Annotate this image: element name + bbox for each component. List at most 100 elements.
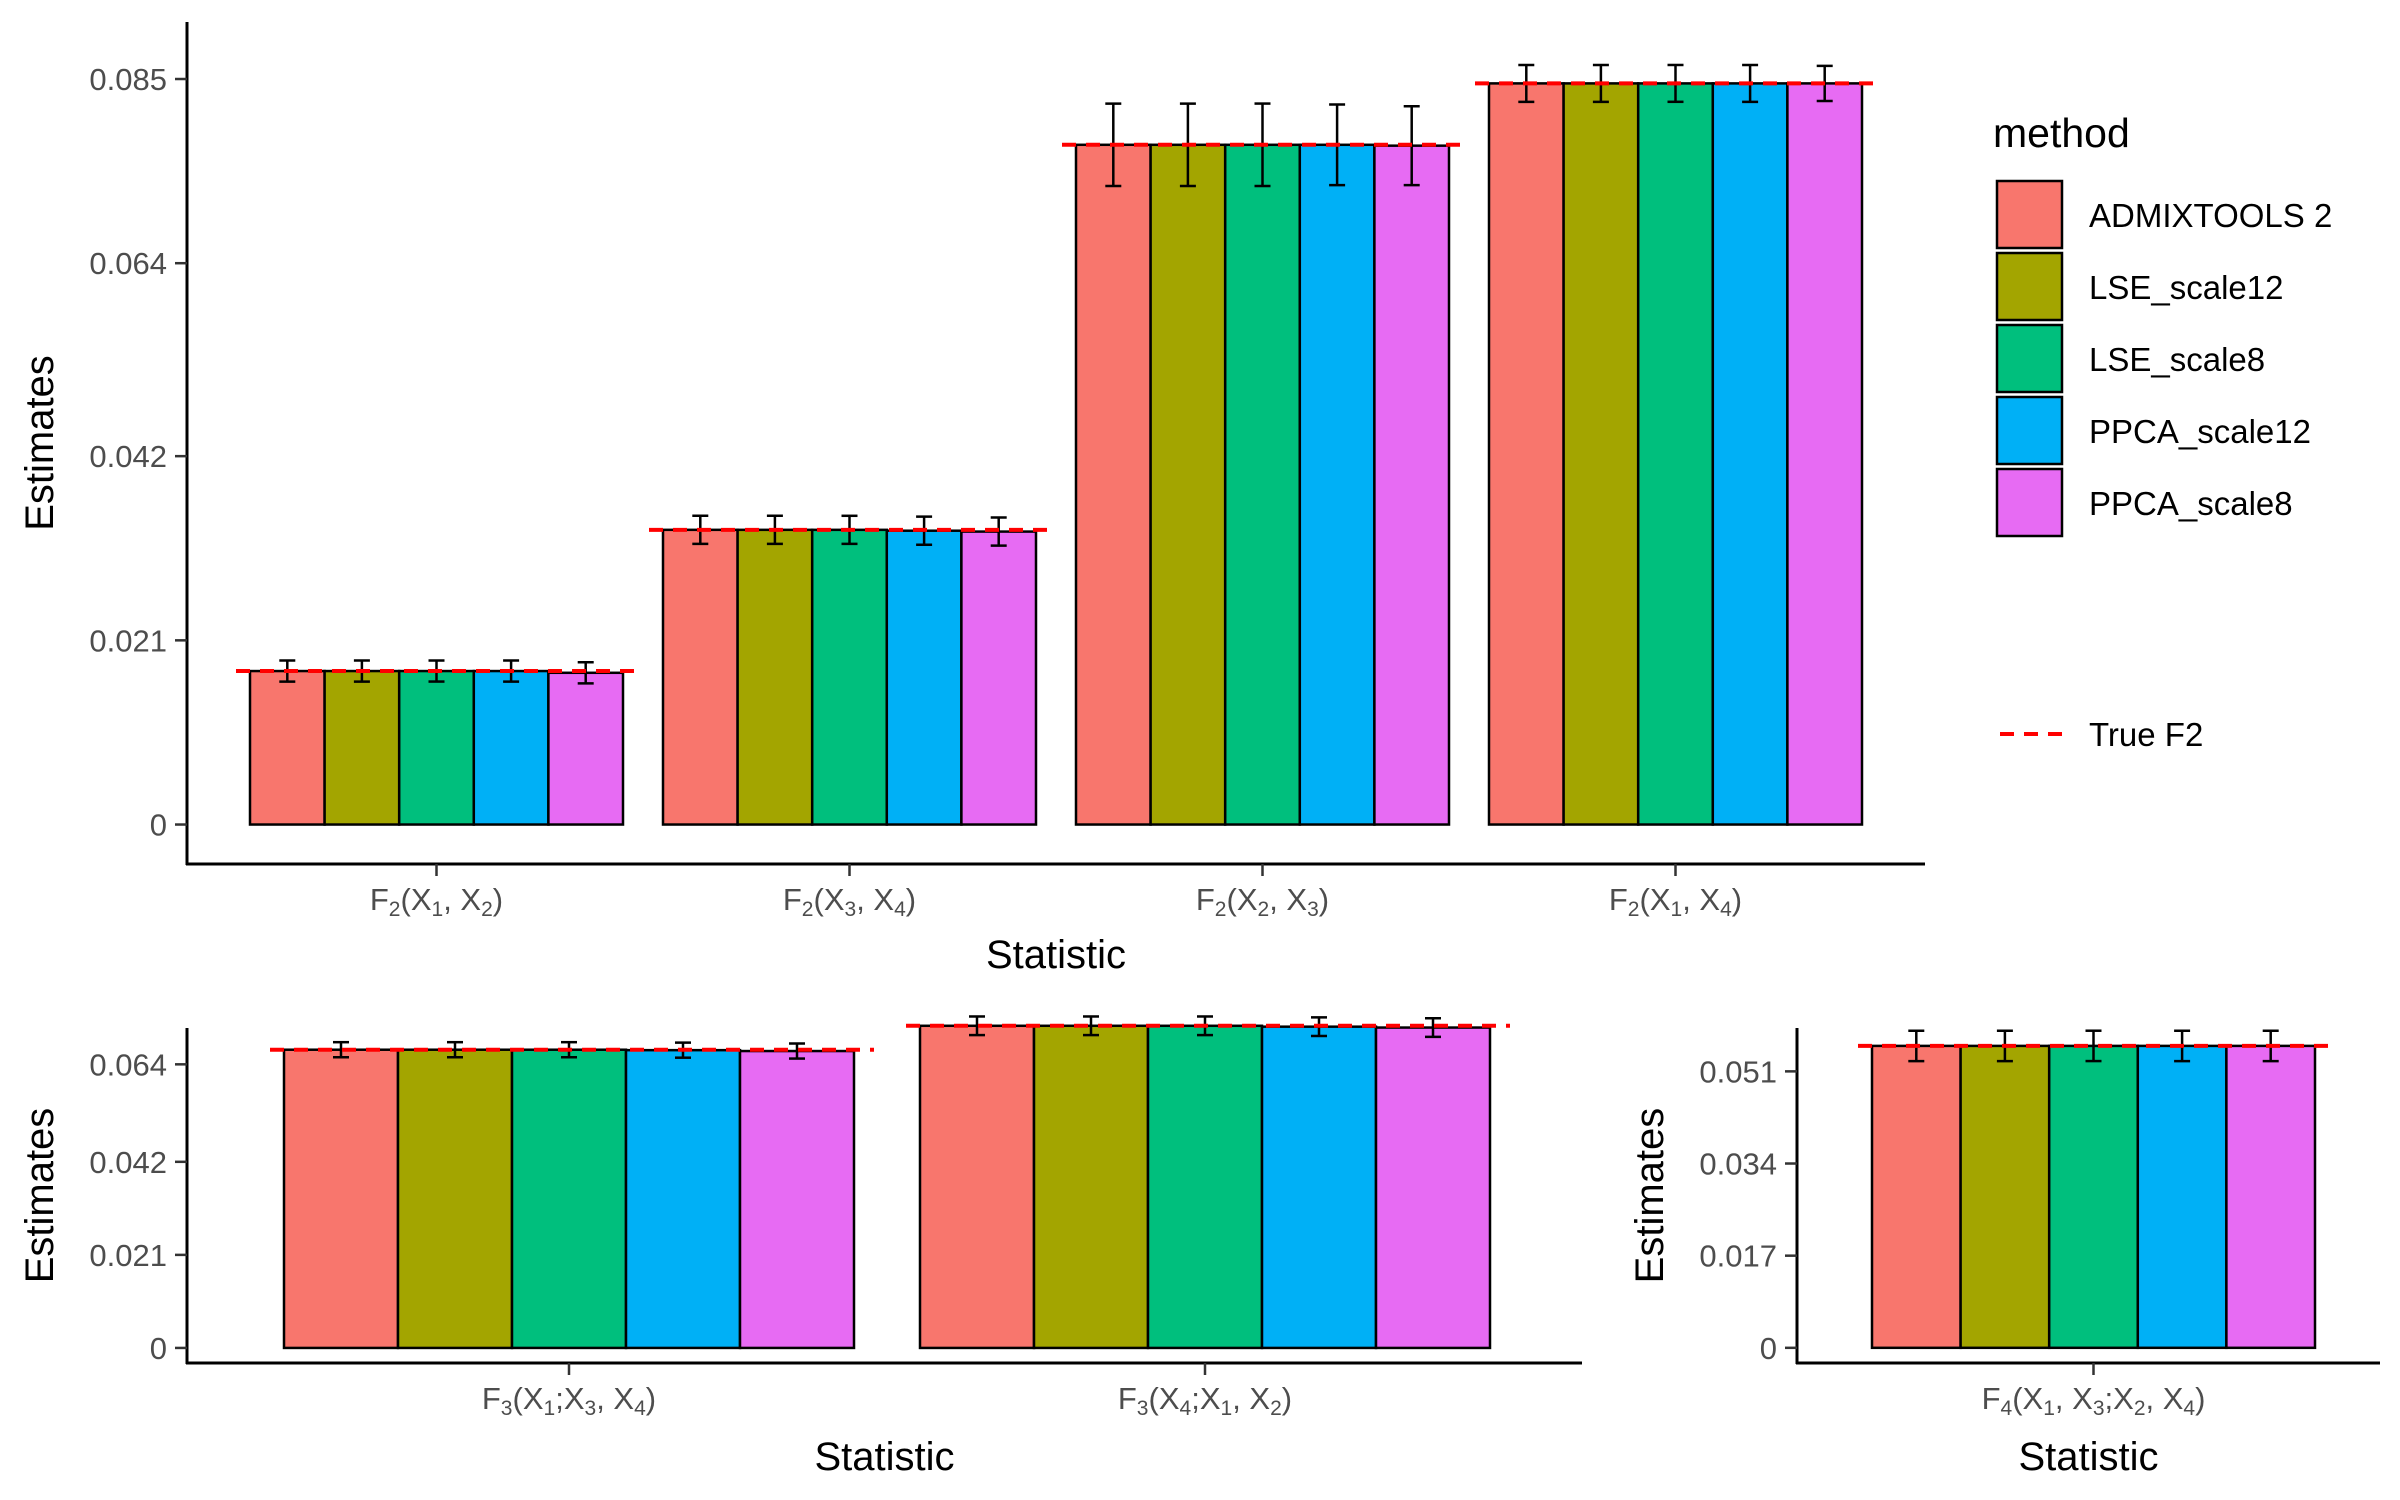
bar	[885, 529, 963, 826]
x-axis-title: Statistic	[2018, 1435, 2158, 1479]
bar	[661, 528, 739, 826]
bar	[2136, 1044, 2228, 1350]
x-tick-text: (	[1639, 882, 1650, 917]
bar	[736, 528, 814, 826]
legend-label: LSE_scale12	[2089, 269, 2283, 306]
x-tick-text: X	[523, 1381, 544, 1416]
x-tick-subscript: 4	[1720, 898, 1732, 921]
x-tick-label: F3(X1;X3, X4)	[482, 1381, 656, 1420]
bar	[1711, 82, 1789, 826]
bar	[2225, 1044, 2317, 1350]
x-tick-text: ,	[2055, 1381, 2072, 1416]
x-tick-text: X	[2113, 1381, 2134, 1416]
y-tick-label: 0.017	[1699, 1239, 1777, 1274]
y-axis-title: Estimates	[18, 355, 62, 531]
y-axis-title: Estimates	[1628, 1108, 1672, 1284]
x-tick-text: F	[1118, 1381, 1137, 1416]
bar	[323, 669, 401, 826]
bar	[960, 530, 1038, 826]
bar	[738, 1049, 856, 1350]
bar	[1786, 82, 1864, 826]
bar	[624, 1048, 742, 1350]
legend-label: PPCA_scale12	[2089, 413, 2311, 450]
x-tick-text: F	[482, 1381, 501, 1416]
x-tick-subscript: 1	[2043, 1397, 2055, 1420]
x-tick-text: F	[1609, 882, 1628, 917]
x-tick-text: X	[613, 1381, 634, 1416]
bar	[1959, 1044, 2051, 1350]
x-tick-label: F2(X3, X4)	[783, 882, 916, 921]
x-tick-text: F	[1196, 882, 1215, 917]
x-tick-text: (	[400, 882, 411, 917]
x-tick-subscript: 4	[2001, 1397, 2013, 1420]
bar	[918, 1024, 1036, 1350]
x-tick-subscript: 4	[894, 898, 906, 921]
bar	[1149, 143, 1227, 826]
y-tick-label: 0.085	[89, 62, 167, 97]
bar	[2047, 1044, 2140, 1350]
x-tick-subscript: 4	[2183, 1397, 2195, 1420]
y-tick-label: 0.064	[89, 1047, 167, 1082]
bar	[282, 1048, 400, 1350]
x-tick-subscript: 3	[1137, 1397, 1149, 1420]
bar	[547, 671, 625, 826]
legend-swatch	[1995, 251, 2064, 322]
x-tick-subscript: 2	[389, 898, 401, 921]
x-tick-text: X	[1286, 882, 1307, 917]
legend-title: method	[1993, 110, 2130, 156]
bar	[1260, 1025, 1378, 1350]
x-tick-text: X	[1200, 1381, 1221, 1416]
bar	[1074, 143, 1152, 826]
x-tick-text: X	[411, 882, 432, 917]
x-tick-text: )	[1282, 1381, 1292, 1416]
x-tick-text: (	[813, 882, 824, 917]
legend-label: PPCA_scale8	[2089, 485, 2293, 522]
x-tick-subscript: 4	[634, 1397, 646, 1420]
x-tick-text: ;	[1191, 1381, 1200, 1416]
x-tick-text: ,	[596, 1381, 613, 1416]
bar	[1032, 1024, 1150, 1350]
y-tick-label: 0.051	[1699, 1054, 1777, 1089]
x-tick-text: X	[1159, 1381, 1180, 1416]
x-tick-subscript: 3	[1307, 898, 1319, 921]
x-tick-text: ;	[2105, 1381, 2114, 1416]
x-tick-subscript: 2	[1215, 898, 1227, 921]
x-tick-label: F2(X2, X3)	[1196, 882, 1329, 921]
x-tick-text: X	[873, 882, 894, 917]
legend-swatch	[1995, 323, 2064, 394]
x-tick-text: )	[1732, 882, 1742, 917]
x-tick-text: ,	[443, 882, 460, 917]
x-tick-text: )	[493, 882, 503, 917]
x-tick-text: F	[1982, 1381, 2001, 1416]
bar	[510, 1048, 628, 1350]
x-tick-text: ,	[2146, 1381, 2163, 1416]
y-tick-label: 0.064	[89, 246, 167, 281]
x-tick-subscript: 2	[481, 898, 493, 921]
y-tick-label: 0.034	[1699, 1147, 1777, 1182]
x-tick-subscript: 1	[544, 1397, 556, 1420]
x-tick-text: ,	[856, 882, 873, 917]
bar	[810, 528, 889, 826]
bar	[1636, 82, 1715, 826]
x-tick-label: F2(X1, X4)	[1609, 882, 1742, 921]
bar	[1374, 1026, 1492, 1350]
x-tick-text: (	[2012, 1381, 2023, 1416]
x-axis-title: Statistic	[986, 933, 1126, 977]
bar	[1487, 82, 1565, 826]
legend-swatch	[1995, 179, 2064, 250]
x-tick-label: F4(X1, X3;X2, X4)	[1982, 1381, 2206, 1420]
legend-true-label: True F2	[2089, 716, 2203, 753]
bar	[1223, 143, 1302, 826]
y-tick-label: 0	[150, 1331, 167, 1366]
x-tick-subscript: 2	[1270, 1397, 1282, 1420]
y-tick-label: 0.042	[89, 1145, 167, 1180]
x-tick-text: F	[370, 882, 389, 917]
legend-label: LSE_scale8	[2089, 341, 2265, 378]
x-tick-subscript: 3	[845, 898, 857, 921]
x-tick-subscript: 3	[2093, 1397, 2105, 1420]
x-tick-text: (	[512, 1381, 523, 1416]
x-tick-text: (	[1148, 1381, 1159, 1416]
x-tick-subscript: 4	[1180, 1397, 1192, 1420]
